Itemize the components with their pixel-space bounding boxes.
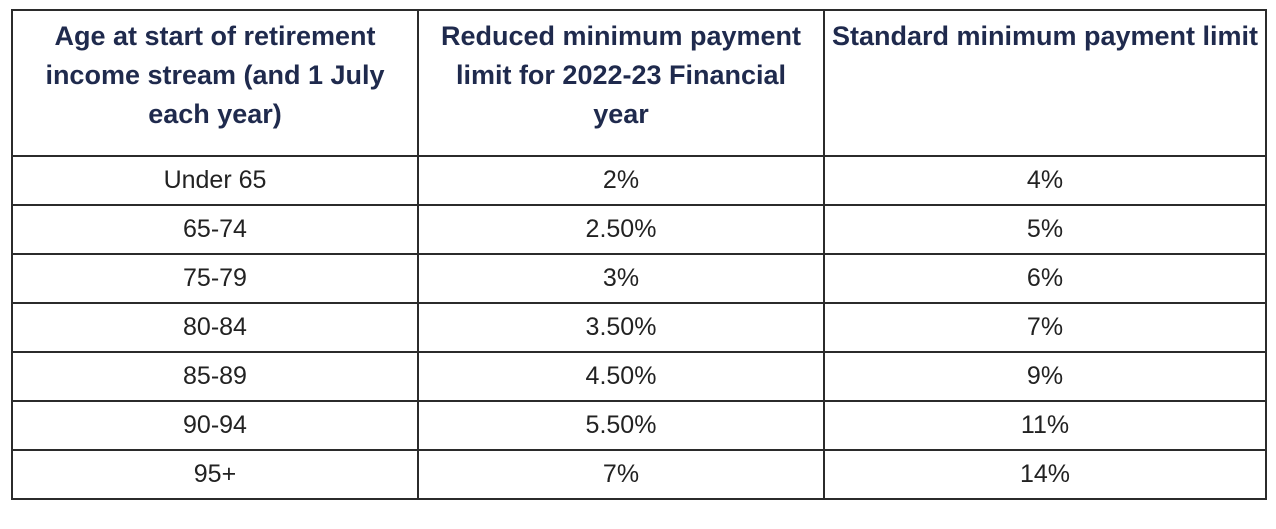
table-row: Under 65 2% 4% (11, 155, 1267, 206)
standard-limit-cell: 5% (823, 204, 1267, 255)
age-cell: 85-89 (11, 351, 419, 402)
table-row: 75-79 3% 6% (11, 253, 1267, 304)
header-reduced-limit-label: Reduced minimum payment limit for 2022-2… (440, 21, 802, 129)
age-cell: 95+ (11, 449, 419, 500)
reduced-limit-cell: 3.50% (417, 302, 825, 353)
table-row: 85-89 4.50% 9% (11, 351, 1267, 402)
standard-limit-cell: 6% (823, 253, 1267, 304)
age-cell: 80-84 (11, 302, 419, 353)
reduced-limit-cell: 3% (417, 253, 825, 304)
standard-limit-cell: 7% (823, 302, 1267, 353)
table-row: 65-74 2.50% 5% (11, 204, 1267, 255)
age-cell: Under 65 (11, 155, 419, 206)
reduced-limit-cell: 7% (417, 449, 825, 500)
payment-limits-table: Age at start of retirement income stream… (11, 9, 1267, 500)
header-standard-limit-label: Standard minimum payment limit (831, 21, 1259, 51)
table-row: 80-84 3.50% 7% (11, 302, 1267, 353)
header-standard-limit: Standard minimum payment limit (823, 9, 1267, 157)
header-age-label: Age at start of retirement income stream… (45, 21, 385, 129)
header-age: Age at start of retirement income stream… (11, 9, 419, 157)
table-row: 95+ 7% 14% (11, 449, 1267, 500)
age-cell: 65-74 (11, 204, 419, 255)
reduced-limit-cell: 5.50% (417, 400, 825, 451)
reduced-limit-cell: 2% (417, 155, 825, 206)
standard-limit-cell: 14% (823, 449, 1267, 500)
age-cell: 90-94 (11, 400, 419, 451)
reduced-limit-cell: 2.50% (417, 204, 825, 255)
header-reduced-limit: Reduced minimum payment limit for 2022-2… (417, 9, 825, 157)
standard-limit-cell: 4% (823, 155, 1267, 206)
table-header-row: Age at start of retirement income stream… (11, 9, 1267, 157)
age-cell: 75-79 (11, 253, 419, 304)
reduced-limit-cell: 4.50% (417, 351, 825, 402)
standard-limit-cell: 11% (823, 400, 1267, 451)
table-row: 90-94 5.50% 11% (11, 400, 1267, 451)
standard-limit-cell: 9% (823, 351, 1267, 402)
